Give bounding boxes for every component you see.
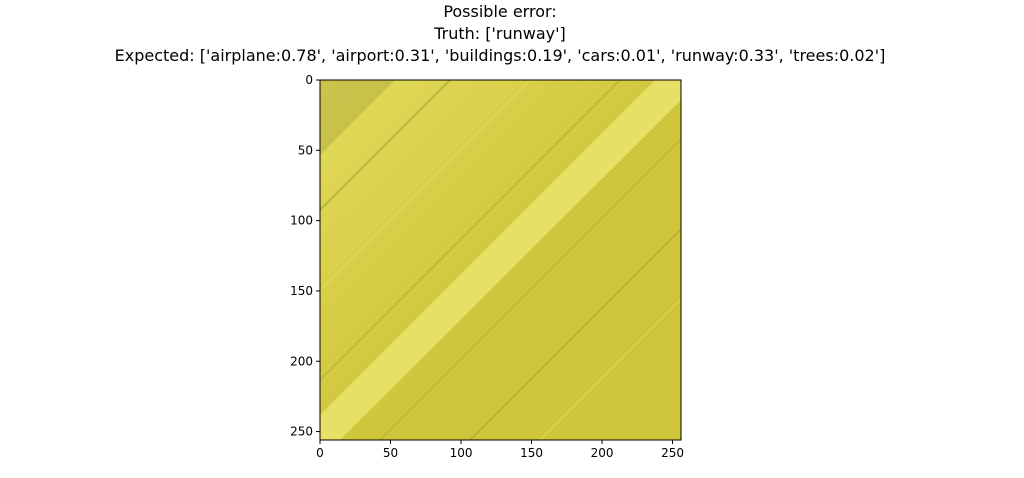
axes-frame <box>319 79 682 441</box>
x-tick-label-250: 250 <box>661 446 684 460</box>
y-axis: 0 50 100 150 200 250 <box>290 73 320 439</box>
y-tick-label-200: 200 <box>290 354 313 368</box>
plot-title-line-2: Truth: ['runway'] <box>434 24 566 43</box>
y-tick-label-50: 50 <box>298 143 313 157</box>
runway-stripe <box>320 80 681 440</box>
y-tick-label-100: 100 <box>290 214 313 228</box>
image-line-6 <box>539 297 681 440</box>
image-line-2 <box>320 80 531 292</box>
x-tick-label-100: 100 <box>450 446 473 460</box>
aerial-image <box>320 80 681 440</box>
image-line-5 <box>469 227 681 440</box>
x-tick-label-150: 150 <box>520 446 543 460</box>
image-line-4 <box>379 138 681 440</box>
y-tick-label-0: 0 <box>305 73 313 87</box>
image-line-3 <box>320 80 621 382</box>
y-tick-label-150: 150 <box>290 284 313 298</box>
field-patch <box>320 80 395 155</box>
y-tick-label-250: 250 <box>290 425 313 439</box>
image-line-1 <box>320 80 451 212</box>
x-tick-label-200: 200 <box>591 446 614 460</box>
plot-title-line-1: Possible error: <box>443 2 557 21</box>
plot-title-line-3: Expected: ['airplane:0.78', 'airport:0.3… <box>114 46 886 65</box>
x-tick-label-0: 0 <box>316 446 324 460</box>
x-tick-label-50: 50 <box>383 446 398 460</box>
x-axis: 0 50 100 150 200 250 <box>316 440 684 460</box>
